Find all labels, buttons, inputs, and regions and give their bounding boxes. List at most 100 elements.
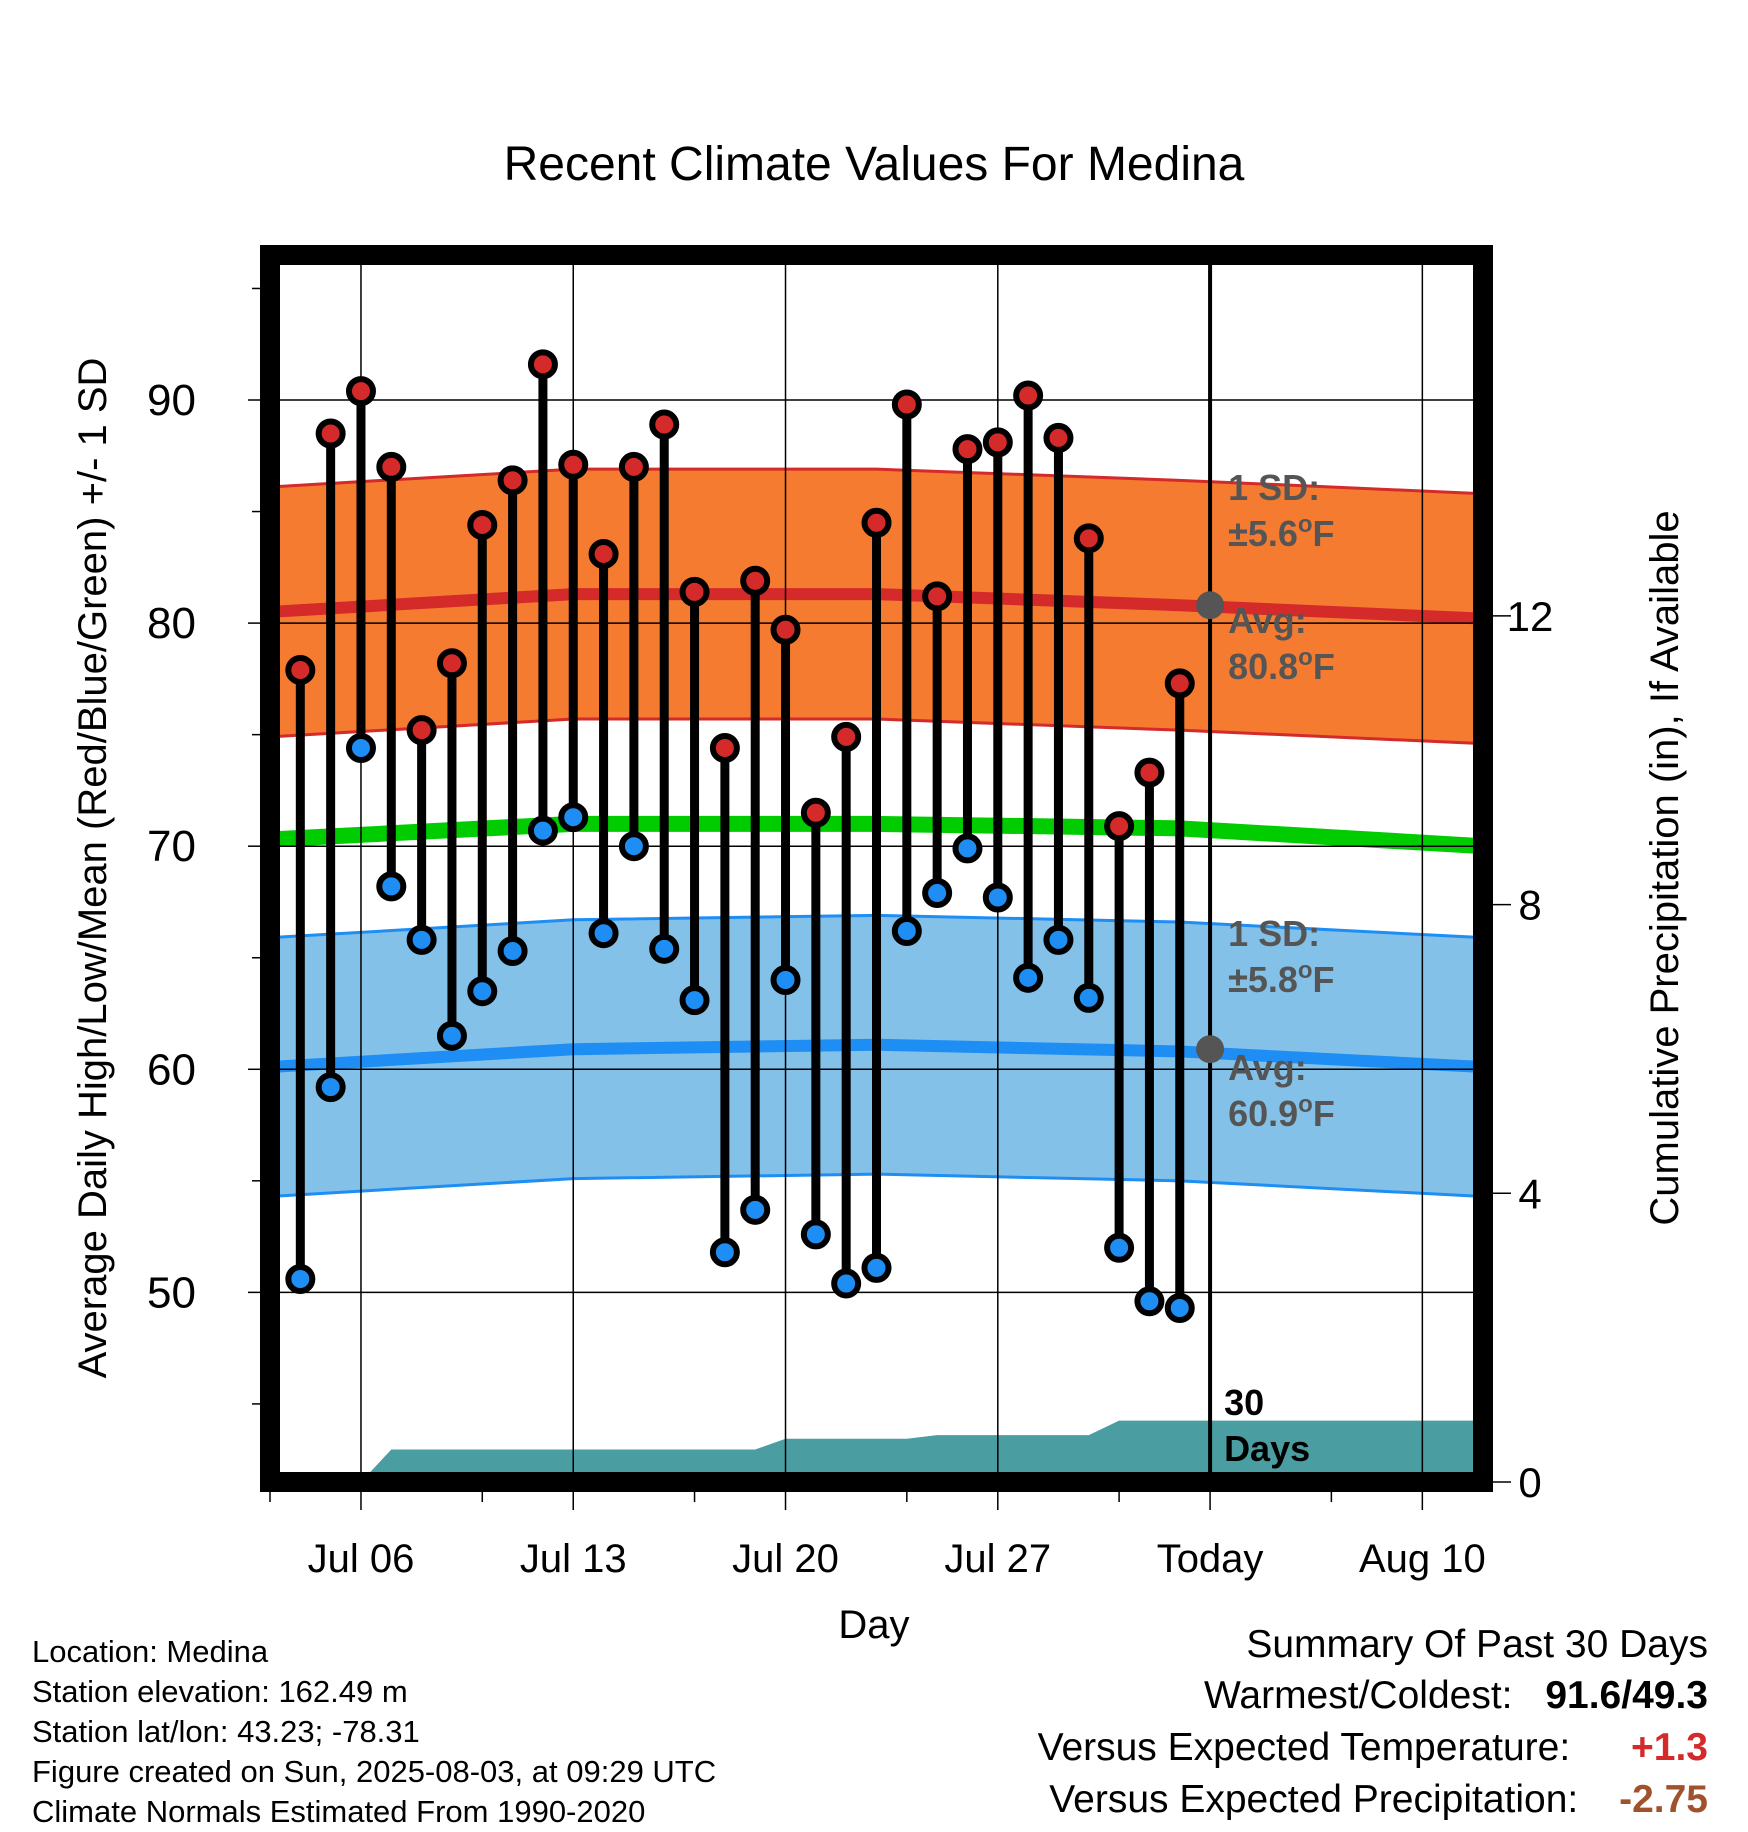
daily-high-point [558,449,589,480]
daily-high-point [467,509,498,540]
daily-low-point [922,878,953,909]
daily-high-point [800,797,831,828]
plot-frame [260,245,1493,1492]
normals-text: Climate Normals Estimated From 1990-2020 [32,1794,646,1829]
high-avg-annotation: Avg: [1228,600,1307,641]
daily-high-point [497,465,528,496]
precip-vs-expected-label: Versus Expected Precipitation: [1049,1778,1579,1821]
daily-high-point [861,507,892,538]
low-avg-annotation: 60.9oF [1228,1091,1335,1134]
daily-low-point [588,918,619,949]
daily-low-point [952,833,983,864]
x-tick-label: Aug 10 [1359,1537,1486,1581]
warm-cold-value: 91.6/49.3 [1545,1674,1708,1717]
x-axis-title: Day [838,1603,909,1647]
today-low-avg-marker [1196,1035,1225,1064]
location-text: Location: Medina [32,1634,269,1669]
elevation-text: Station elevation: 162.49 m [32,1674,408,1709]
daily-high-point [1043,422,1074,453]
y-tick-label: 70 [147,822,196,871]
y-tick-label: 80 [147,599,196,648]
daily-high-point [1164,668,1195,699]
created-text: Figure created on Sun, 2025-08-03, at 09… [32,1754,717,1789]
low-avg-annotation: Avg: [1228,1047,1307,1088]
y2-tick-label: 0 [1518,1459,1541,1506]
station-info: Location: Medina Station elevation: 162.… [32,1632,716,1832]
high-sd-annotation: 1 SD: [1228,467,1320,508]
daily-high-point [1073,523,1104,554]
daily-low-point [436,1020,467,1051]
temp-vs-expected-value: +1.3 [1631,1726,1708,1769]
high-avg-annotation: 80.8oF [1228,644,1335,687]
daily-low-point [982,882,1013,913]
daily-low-point [376,871,407,902]
y2-tick-label: 12 [1507,593,1554,640]
daily-high-point [952,434,983,465]
daily-high-point [649,409,680,440]
daily-low-point [740,1194,771,1225]
summary-heading: Summary Of Past 30 Days [1246,1623,1708,1666]
daily-high-point [831,721,862,752]
warm-cold-label: Warmest/Coldest: [1204,1674,1513,1717]
daily-high-point [922,581,953,612]
x-tick-label: Jul 27 [944,1537,1051,1581]
daily-low-point [618,831,649,862]
chart-title: Recent Climate Values For Medina [504,138,1245,191]
daily-low-point [527,815,558,846]
daily-low-point [345,733,376,764]
daily-high-point [345,376,376,407]
daily-high-point [376,451,407,482]
precip-vs-expected-value: -2.75 [1619,1778,1708,1821]
daily-low-point [679,985,710,1016]
low-sd-annotation: 1 SD: [1228,913,1320,954]
daily-low-point [315,1072,346,1103]
x-tick-label: Jul 20 [732,1537,839,1581]
daily-low-point [1013,962,1044,993]
daily-low-point [1164,1292,1195,1323]
daily-high-point [891,389,922,420]
daily-high-point [315,418,346,449]
daily-low-point [1134,1286,1165,1317]
x-tick-label: Jul 06 [308,1537,415,1581]
daily-low-point [649,933,680,964]
today-window-label: Days [1224,1428,1310,1469]
high-sd-band-upper-edge [269,467,1484,496]
daily-high-point [679,576,710,607]
daily-high-point [1013,380,1044,411]
daily-low-point [285,1263,316,1294]
y-tick-label: 50 [147,1268,196,1317]
daily-low-point [709,1237,740,1268]
y2-axis-title: Cumulative Precipitation (in), If Availa… [1643,510,1687,1225]
daily-low-point [1043,924,1074,955]
daily-low-point [861,1252,892,1283]
daily-low-point [1073,982,1104,1013]
daily-low-point [497,936,528,967]
y2-tick-label: 4 [1518,1170,1541,1217]
daily-low-point [800,1219,831,1250]
daily-low-point [770,965,801,996]
y-tick-label: 60 [147,1045,196,1094]
daily-high-point [709,733,740,764]
daily-high-point [406,715,437,746]
daily-low-point [1104,1232,1135,1263]
today-high-avg-marker [1196,591,1225,620]
daily-high-point [436,648,467,679]
y-tick-label: 90 [147,376,196,425]
latlon-text: Station lat/lon: 43.23; -78.31 [32,1714,420,1749]
daily-low-point [467,976,498,1007]
daily-high-point [527,349,558,380]
daily-high-point [770,614,801,645]
y-axis-title: Average Daily High/Low/Mean (Red/Blue/Gr… [71,358,115,1379]
daily-low-point [831,1268,862,1299]
y2-tick-label: 8 [1518,882,1541,929]
daily-low-point [558,802,589,833]
daily-high-point [982,427,1013,458]
daily-high-point [618,451,649,482]
high-sd-annotation: ±5.6oF [1228,511,1334,554]
x-tick-label: Today [1157,1537,1264,1581]
summary-panel: Summary Of Past 30 Days Warmest/Coldest:… [1038,1620,1708,1826]
x-tick-label: Jul 13 [520,1537,627,1581]
daily-high-point [1104,811,1135,842]
daily-high-point [285,654,316,685]
daily-high-point [588,538,619,569]
